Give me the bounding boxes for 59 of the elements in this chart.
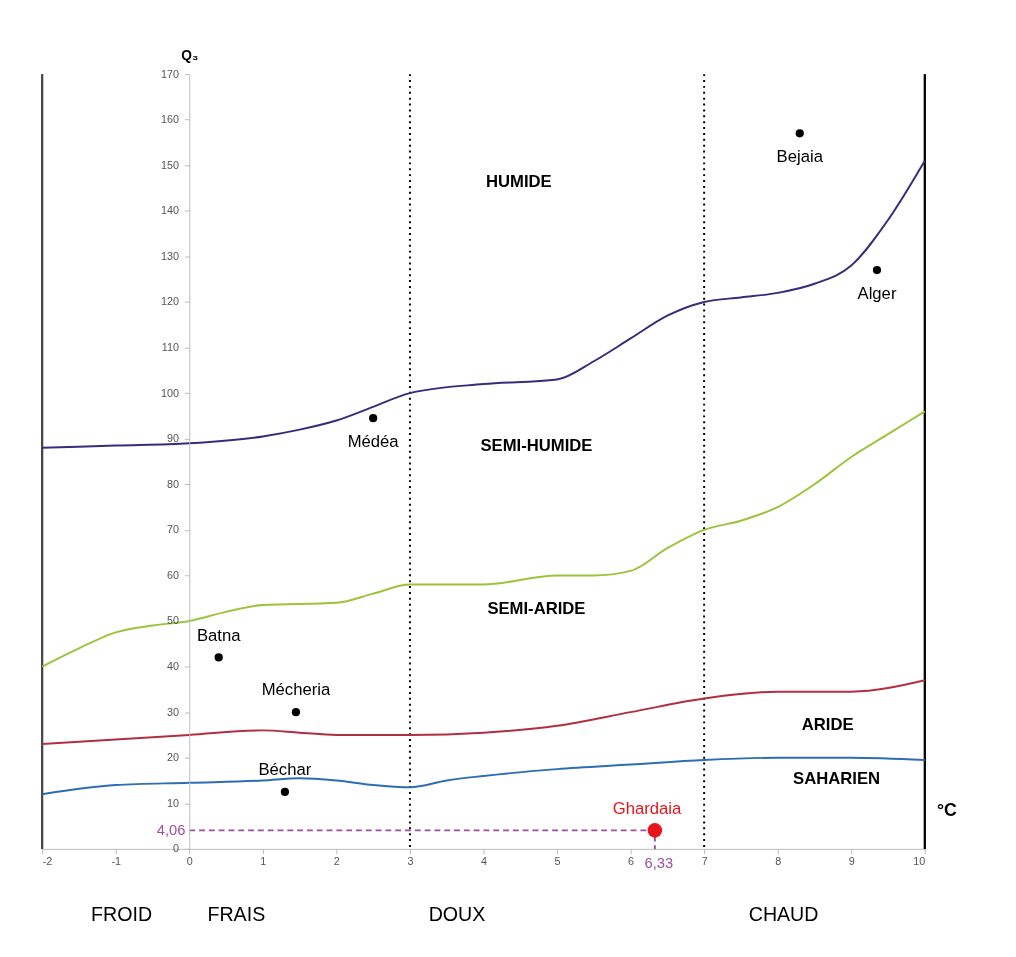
y-tick-label: 130 bbox=[161, 249, 179, 262]
y-tick-label: 30 bbox=[166, 705, 179, 718]
annotation: SEMI-ARIDE bbox=[487, 598, 586, 618]
annotation: HUMIDE bbox=[485, 172, 552, 192]
y-tick-label: 170 bbox=[161, 67, 179, 80]
annotation: SEMI-HUMIDE bbox=[480, 435, 593, 455]
y-tick-label: 160 bbox=[161, 113, 179, 126]
y-tick-label: 140 bbox=[161, 204, 179, 217]
point bbox=[369, 414, 378, 423]
y-tick-label: 150 bbox=[161, 158, 179, 171]
series-label: Batna bbox=[196, 625, 242, 645]
line-series bbox=[41, 679, 926, 746]
y-tick-label: 100 bbox=[161, 386, 179, 399]
text: FROID bbox=[91, 902, 153, 925]
point bbox=[872, 266, 882, 275]
series-label: Alger bbox=[857, 283, 897, 303]
point bbox=[291, 708, 301, 717]
x-axis-title: °C bbox=[936, 800, 958, 821]
x-tick-label: 7 bbox=[701, 855, 708, 868]
point bbox=[214, 653, 223, 662]
y-tick-label: 10 bbox=[166, 796, 179, 809]
annotation: ARIDE bbox=[801, 714, 854, 734]
text: FRAIS bbox=[207, 902, 266, 925]
text: DOUX bbox=[428, 902, 486, 925]
x-tick-label: 3 bbox=[407, 855, 414, 868]
x-tick-label: 1 bbox=[260, 855, 267, 868]
line-series bbox=[41, 410, 926, 668]
point bbox=[280, 787, 289, 796]
annotation: 4,06 bbox=[156, 822, 186, 839]
x-tick-label: 8 bbox=[775, 855, 782, 868]
x-tick-label: 9 bbox=[848, 855, 855, 868]
x-tick-label: 0 bbox=[186, 855, 193, 868]
y-tick-label: 80 bbox=[166, 477, 179, 490]
y-tick-label: 110 bbox=[161, 341, 179, 353]
point bbox=[795, 129, 804, 138]
y-axis-title: Q₃ bbox=[181, 47, 199, 63]
y-tick-label: 0 bbox=[172, 842, 179, 855]
series-label: Béchar bbox=[258, 760, 312, 780]
x-tick-label: -2 bbox=[42, 855, 53, 868]
y-tick-label: 90 bbox=[166, 432, 179, 445]
y-tick-label: 70 bbox=[166, 523, 179, 536]
series-label: Mécheria bbox=[261, 680, 331, 700]
x-tick-label: 10 bbox=[913, 855, 926, 868]
series-label: Médéa bbox=[347, 431, 400, 451]
x-tick-label: 4 bbox=[480, 855, 487, 868]
annotation: SAHARIEN bbox=[793, 769, 881, 789]
text: CHAUD bbox=[748, 902, 819, 925]
x-tick-label: 6 bbox=[628, 855, 635, 868]
y-tick-label: 120 bbox=[161, 295, 179, 308]
y-tick-label: 40 bbox=[166, 660, 179, 673]
series-label: Bejaia bbox=[776, 146, 824, 166]
y-tick-label: 60 bbox=[166, 568, 179, 581]
series-label: Ghardaia bbox=[612, 798, 682, 818]
x-tick-label: 5 bbox=[554, 855, 561, 868]
x-tick-label: -1 bbox=[111, 855, 122, 868]
x-tick-label: 2 bbox=[333, 855, 340, 868]
y-tick-label: 20 bbox=[166, 751, 179, 764]
annotation: 6,33 bbox=[644, 854, 674, 871]
point bbox=[647, 823, 663, 838]
